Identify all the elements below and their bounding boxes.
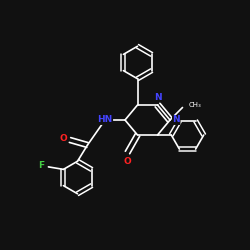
Text: CH₃: CH₃ — [189, 102, 202, 108]
Text: N: N — [172, 116, 180, 124]
Text: O: O — [60, 134, 68, 143]
Text: N: N — [154, 93, 161, 102]
Text: HN: HN — [98, 116, 112, 124]
Text: O: O — [124, 157, 132, 166]
Text: F: F — [38, 161, 44, 170]
